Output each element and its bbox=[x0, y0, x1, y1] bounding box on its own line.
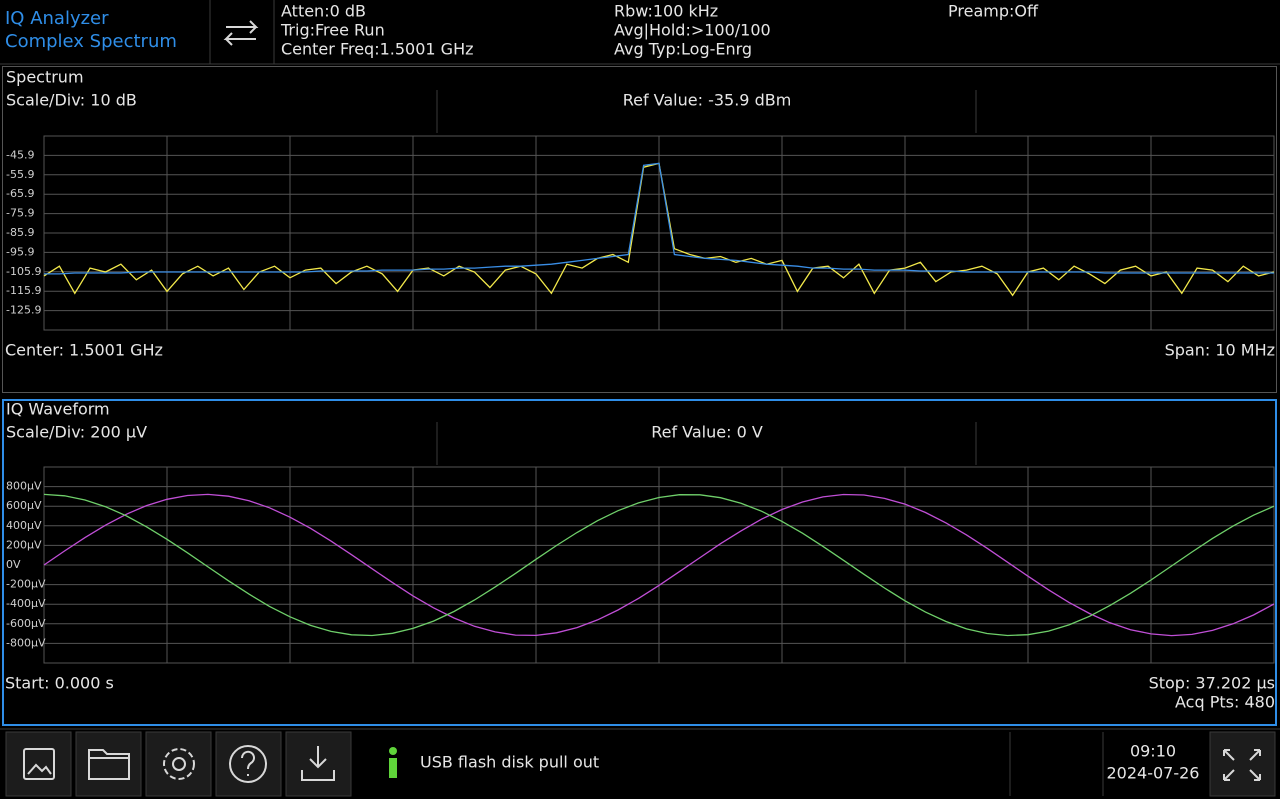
y-tick-label: -115.9 bbox=[6, 284, 41, 297]
screenshot-button[interactable] bbox=[5, 731, 72, 797]
trace bbox=[43, 493, 1275, 637]
icon bbox=[88, 749, 130, 780]
scale-div: Scale/Div: 10 dB bbox=[6, 91, 137, 110]
y-tick-label: -105.9 bbox=[6, 265, 41, 278]
scale-div: Scale/Div: 200 µV bbox=[6, 423, 147, 442]
avg-hold: Avg|Hold:>100/100 bbox=[614, 21, 771, 40]
icon bbox=[172, 757, 186, 771]
center-label: Center: 1.5001 GHz bbox=[5, 341, 163, 360]
y-tick-label: -45.9 bbox=[6, 148, 34, 161]
y-tick-label: -95.9 bbox=[6, 245, 34, 258]
icon bbox=[163, 748, 195, 780]
acq-pts: Acq Pts: 480 bbox=[1175, 693, 1275, 712]
icon bbox=[223, 20, 259, 46]
start-label: Start: 0.000 s bbox=[5, 674, 114, 693]
atten: Atten:0 dB bbox=[281, 2, 366, 21]
stop-label: Stop: 37.202 µs bbox=[1149, 674, 1275, 693]
files-button[interactable] bbox=[75, 731, 142, 797]
center-freq: Center Freq:1.5001 GHz bbox=[281, 40, 474, 59]
status-message: USB flash disk pull out bbox=[420, 753, 599, 772]
span-label: Span: 10 MHz bbox=[1165, 341, 1275, 360]
icon bbox=[23, 748, 55, 780]
mode-toggle-button[interactable] bbox=[223, 20, 259, 46]
y-tick-label: -75.9 bbox=[6, 207, 34, 220]
iq-panel[interactable] bbox=[2, 399, 1277, 726]
icon bbox=[1223, 749, 1261, 781]
button bbox=[75, 731, 142, 797]
mode-title: IQ Analyzer bbox=[5, 8, 109, 29]
button bbox=[145, 731, 212, 797]
clock-date: 2024-07-26 bbox=[1107, 764, 1200, 783]
ref-value: Ref Value: 0 V bbox=[651, 423, 763, 442]
trace bbox=[44, 162, 1274, 275]
button bbox=[5, 731, 72, 797]
y-tick-label: -65.9 bbox=[6, 187, 34, 200]
y-tick-label: -200µV bbox=[6, 578, 46, 591]
y-tick-label: 0V bbox=[6, 558, 21, 571]
preamp: Preamp:Off bbox=[948, 2, 1039, 21]
icon bbox=[389, 747, 397, 755]
button bbox=[1209, 731, 1276, 797]
fullscreen-button[interactable] bbox=[1209, 731, 1276, 797]
settings-button[interactable] bbox=[145, 731, 212, 797]
icon bbox=[389, 758, 397, 778]
y-tick-label: -85.9 bbox=[6, 226, 34, 239]
icon bbox=[240, 750, 255, 776]
avg-type: Avg Typ:Log-Enrg bbox=[614, 40, 752, 59]
panel-title: Spectrum bbox=[6, 68, 84, 87]
trace bbox=[43, 493, 1275, 637]
y-tick-label: -125.9 bbox=[6, 304, 41, 317]
ref-value: Ref Value: -35.9 dBm bbox=[623, 91, 792, 110]
panel-title: IQ Waveform bbox=[6, 400, 110, 419]
icon bbox=[229, 745, 267, 783]
icon bbox=[27, 763, 52, 775]
y-tick-label: -400µV bbox=[6, 597, 46, 610]
y-tick-label: 200µV bbox=[6, 538, 42, 551]
rbw: Rbw:100 kHz bbox=[614, 2, 718, 21]
info-icon bbox=[389, 747, 397, 778]
help-button[interactable] bbox=[215, 731, 282, 797]
spectrum-panel[interactable] bbox=[2, 66, 1277, 393]
trig: Trig:Free Run bbox=[280, 21, 385, 40]
save-button[interactable] bbox=[285, 731, 352, 797]
view-title: Complex Spectrum bbox=[5, 31, 177, 52]
y-tick-label: 800µV bbox=[6, 480, 42, 493]
clock-time: 09:10 bbox=[1130, 742, 1176, 761]
icon bbox=[301, 746, 335, 781]
y-tick-label: -55.9 bbox=[6, 168, 34, 181]
y-tick-label: -600µV bbox=[6, 617, 46, 630]
y-tick-label: 600µV bbox=[6, 499, 42, 512]
y-tick-label: 400µV bbox=[6, 519, 42, 532]
y-tick-label: -800µV bbox=[6, 636, 46, 649]
